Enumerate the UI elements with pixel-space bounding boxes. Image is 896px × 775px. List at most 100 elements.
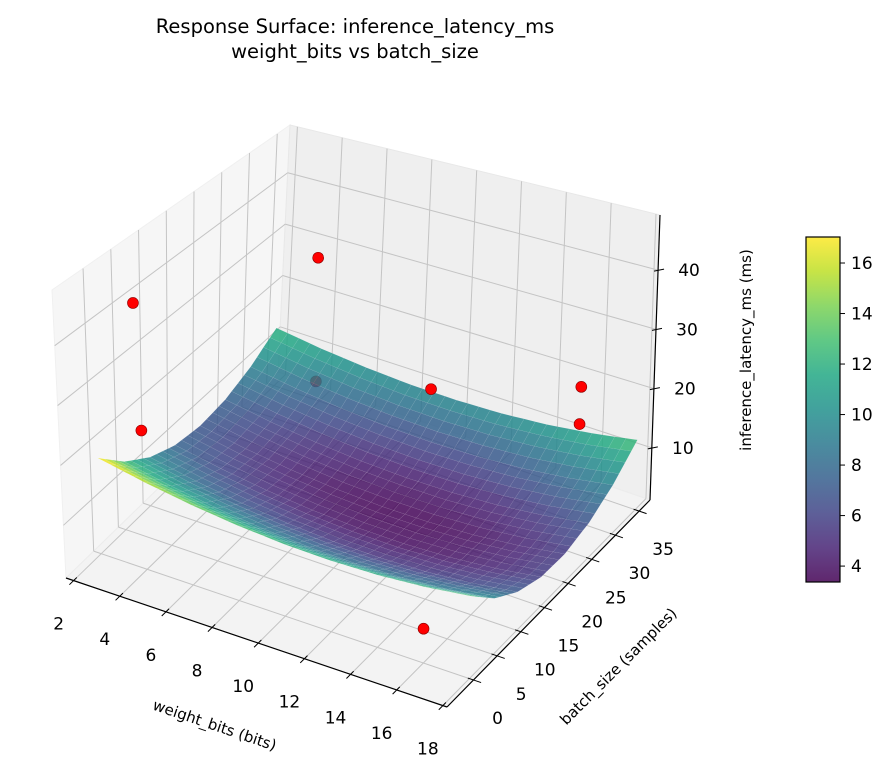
x-gridline-back (465, 170, 478, 437)
colorbar: 4 6 8 10 12 14 16 (805, 236, 873, 583)
y-gridline-floor (118, 526, 498, 657)
x-gridline-back (329, 137, 343, 391)
scatter-point (127, 297, 139, 309)
scatter-point (312, 251, 324, 264)
y-tick-label: 0 (492, 709, 503, 729)
z-tick-label: 30 (676, 320, 698, 340)
z-tick (651, 327, 663, 331)
z-gridline-back (282, 274, 655, 390)
z-tick (649, 387, 661, 391)
surface-facet (541, 557, 560, 566)
z-tick-label: 40 (678, 261, 700, 281)
surface-facet (500, 589, 518, 594)
z-tick (653, 268, 665, 272)
y-tick (562, 581, 576, 587)
response-surface (97, 327, 638, 599)
colorbar-tick-label: 4 (851, 557, 862, 577)
x-tick-label: 2 (53, 615, 64, 635)
surface-facet (459, 593, 477, 597)
y-gridline-floor (142, 502, 521, 633)
scatter-point (425, 383, 437, 395)
y-gridline-floor (93, 550, 474, 681)
surface-facet (517, 578, 536, 585)
colorbar-tick-label: 8 (851, 456, 862, 476)
scatter-points (127, 251, 588, 635)
chart-title: Response Surface: inference_latency_ms (156, 15, 555, 38)
x-gridline-back (375, 148, 388, 406)
x-tick (115, 592, 124, 601)
x-tick (438, 702, 447, 711)
y-tick (633, 508, 647, 515)
y-gridline-left (138, 229, 144, 504)
scatter-point (573, 418, 586, 430)
z-tick-label: 20 (674, 380, 696, 400)
x-axis-line (65, 577, 448, 708)
colorbar-tick-label: 12 (851, 355, 873, 375)
x-tick (346, 670, 354, 679)
y-tick-label: 35 (652, 540, 674, 560)
y-tick-label: 5 (516, 685, 527, 705)
y-gridline-left (241, 153, 251, 408)
x-gridline-back (555, 192, 567, 468)
y-tick-label: 30 (629, 564, 651, 584)
surface-facet (523, 574, 542, 582)
x-gridline-floor (442, 498, 647, 706)
colorbar-gradient (805, 236, 841, 583)
colorbar-tick-label: 6 (851, 507, 862, 527)
y-tick-label: 20 (581, 612, 603, 632)
x-tick-label: 8 (192, 661, 203, 681)
y-tick-label: 10 (534, 661, 556, 681)
x-gridline-back (420, 159, 433, 422)
x-tick (69, 577, 78, 586)
z-tick-label: 10 (672, 439, 694, 459)
y-axis-label: batch_size (samples) (556, 604, 681, 729)
x-tick-label: 6 (146, 646, 157, 666)
x-axis-label: weight_bits (bits) (150, 696, 279, 755)
colorbar-tick-label: 14 (851, 305, 873, 325)
surface-facet (535, 563, 554, 572)
y-tick-label: 15 (558, 637, 580, 657)
surface-facet (552, 543, 572, 555)
surface-facet (589, 492, 608, 505)
surface-facet (576, 511, 596, 524)
x-tick-label: 12 (279, 693, 301, 713)
y-tick (538, 605, 553, 611)
x-gridline-back (645, 214, 657, 499)
y-tick-label: 25 (605, 588, 627, 608)
z-gridline-left (63, 326, 281, 526)
x-tick-label: 4 (99, 630, 110, 650)
colorbar-tick-label: 16 (851, 254, 873, 274)
colorbar-tick-label: 10 (851, 406, 873, 426)
scatter-point (575, 381, 588, 393)
scatter-point (417, 622, 430, 635)
surface-facet (546, 551, 566, 560)
x-tick-label: 18 (417, 740, 439, 760)
y-gridline-left (165, 210, 169, 480)
z-gridline-back (280, 326, 652, 449)
z-gridline-back (287, 172, 659, 271)
surface-facet (505, 585, 524, 593)
z-gridline-left (57, 223, 286, 406)
y-gridline-left (216, 172, 223, 432)
surface-facet (595, 482, 614, 495)
x-tick-label: 10 (232, 677, 254, 697)
surface-facet (558, 536, 578, 547)
z-axis-label: inference_latency_ms (ms) (737, 249, 756, 451)
z-gridline-left (60, 275, 284, 466)
x-gridline-back (510, 181, 523, 453)
surface-facet (564, 528, 584, 539)
x-tick (299, 655, 308, 664)
axis-lines (65, 214, 665, 711)
z-tick (647, 446, 658, 450)
surface-facet (601, 471, 620, 486)
chart-subtitle: weight_bits vs batch_size (231, 40, 479, 63)
y-tick (514, 629, 529, 635)
y-gridline-left (192, 191, 195, 456)
surface-facet (529, 568, 548, 578)
y-axis-line (446, 499, 651, 708)
y-tick (586, 556, 600, 563)
x-tick (392, 686, 401, 695)
